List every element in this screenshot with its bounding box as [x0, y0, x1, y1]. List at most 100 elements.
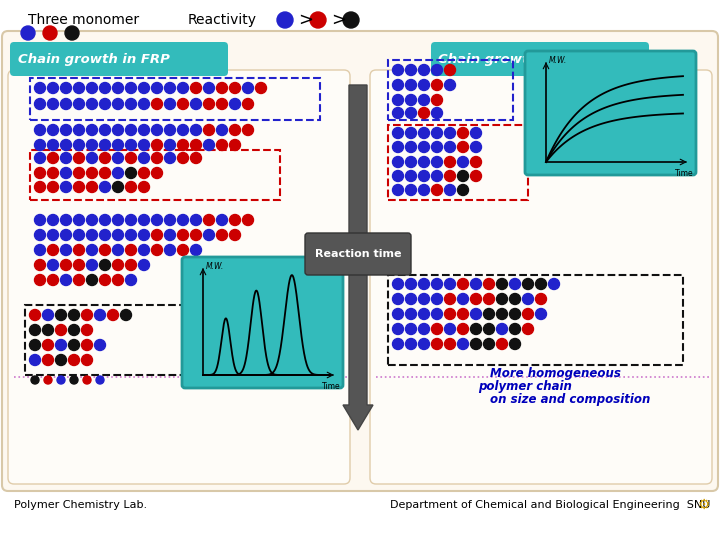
Circle shape: [138, 181, 150, 192]
Circle shape: [392, 127, 403, 138]
Circle shape: [204, 214, 215, 226]
Circle shape: [125, 98, 137, 110]
Circle shape: [57, 376, 65, 384]
Circle shape: [86, 260, 97, 271]
Text: Chain growth in FRP: Chain growth in FRP: [18, 52, 170, 65]
Circle shape: [444, 141, 456, 152]
Circle shape: [392, 157, 403, 167]
Circle shape: [30, 309, 40, 321]
Circle shape: [48, 125, 58, 136]
Circle shape: [60, 230, 71, 240]
Circle shape: [457, 157, 469, 167]
Circle shape: [96, 376, 104, 384]
Circle shape: [125, 245, 137, 255]
Circle shape: [178, 230, 189, 240]
Circle shape: [277, 12, 293, 28]
Circle shape: [60, 167, 71, 179]
FancyBboxPatch shape: [8, 70, 350, 484]
Circle shape: [55, 325, 66, 335]
Circle shape: [73, 167, 84, 179]
Circle shape: [405, 339, 416, 349]
Circle shape: [217, 214, 228, 226]
Circle shape: [164, 245, 176, 255]
Text: >: >: [298, 11, 313, 29]
Circle shape: [470, 127, 482, 138]
Circle shape: [405, 64, 416, 76]
Circle shape: [99, 230, 110, 240]
Circle shape: [523, 323, 534, 334]
Circle shape: [138, 125, 150, 136]
Circle shape: [99, 245, 110, 255]
Circle shape: [418, 79, 430, 91]
Circle shape: [73, 214, 84, 226]
Circle shape: [392, 323, 403, 334]
Circle shape: [86, 125, 97, 136]
Circle shape: [112, 98, 124, 110]
Circle shape: [191, 214, 202, 226]
Circle shape: [70, 376, 78, 384]
Circle shape: [68, 340, 79, 350]
Circle shape: [99, 139, 110, 151]
Circle shape: [73, 139, 84, 151]
Circle shape: [497, 323, 508, 334]
Circle shape: [431, 294, 443, 305]
Circle shape: [392, 107, 403, 118]
Circle shape: [431, 171, 443, 181]
Circle shape: [99, 152, 110, 164]
Circle shape: [60, 98, 71, 110]
Circle shape: [60, 245, 71, 255]
Circle shape: [99, 274, 110, 286]
Circle shape: [48, 274, 58, 286]
Circle shape: [35, 167, 45, 179]
Circle shape: [510, 279, 521, 289]
Text: Chain growth in LRP: Chain growth in LRP: [438, 52, 590, 65]
Circle shape: [125, 139, 137, 151]
Circle shape: [30, 340, 40, 350]
Circle shape: [536, 308, 546, 320]
Circle shape: [60, 260, 71, 271]
Circle shape: [392, 339, 403, 349]
Circle shape: [343, 12, 359, 28]
Circle shape: [191, 139, 202, 151]
Circle shape: [405, 94, 416, 105]
Circle shape: [444, 64, 456, 76]
Circle shape: [125, 230, 137, 240]
Circle shape: [81, 340, 92, 350]
Circle shape: [30, 354, 40, 366]
Circle shape: [204, 230, 215, 240]
Circle shape: [99, 260, 110, 271]
Circle shape: [60, 139, 71, 151]
Circle shape: [43, 26, 57, 40]
Circle shape: [392, 79, 403, 91]
Circle shape: [230, 230, 240, 240]
Circle shape: [112, 274, 124, 286]
Circle shape: [86, 214, 97, 226]
Circle shape: [151, 167, 163, 179]
Circle shape: [48, 260, 58, 271]
Circle shape: [48, 245, 58, 255]
Circle shape: [178, 83, 189, 93]
Text: Time: Time: [322, 382, 341, 391]
Circle shape: [164, 152, 176, 164]
Circle shape: [457, 294, 469, 305]
Circle shape: [35, 152, 45, 164]
Circle shape: [191, 98, 202, 110]
Bar: [388, 60, 513, 120]
Circle shape: [484, 308, 495, 320]
Circle shape: [444, 127, 456, 138]
Circle shape: [86, 139, 97, 151]
Circle shape: [470, 308, 482, 320]
Circle shape: [405, 157, 416, 167]
Circle shape: [523, 294, 534, 305]
Circle shape: [112, 83, 124, 93]
Circle shape: [73, 274, 84, 286]
Circle shape: [256, 83, 266, 93]
FancyBboxPatch shape: [305, 233, 411, 275]
Circle shape: [68, 354, 79, 366]
Circle shape: [73, 83, 84, 93]
Circle shape: [191, 245, 202, 255]
Circle shape: [431, 308, 443, 320]
Circle shape: [86, 274, 97, 286]
Circle shape: [99, 83, 110, 93]
Circle shape: [48, 167, 58, 179]
